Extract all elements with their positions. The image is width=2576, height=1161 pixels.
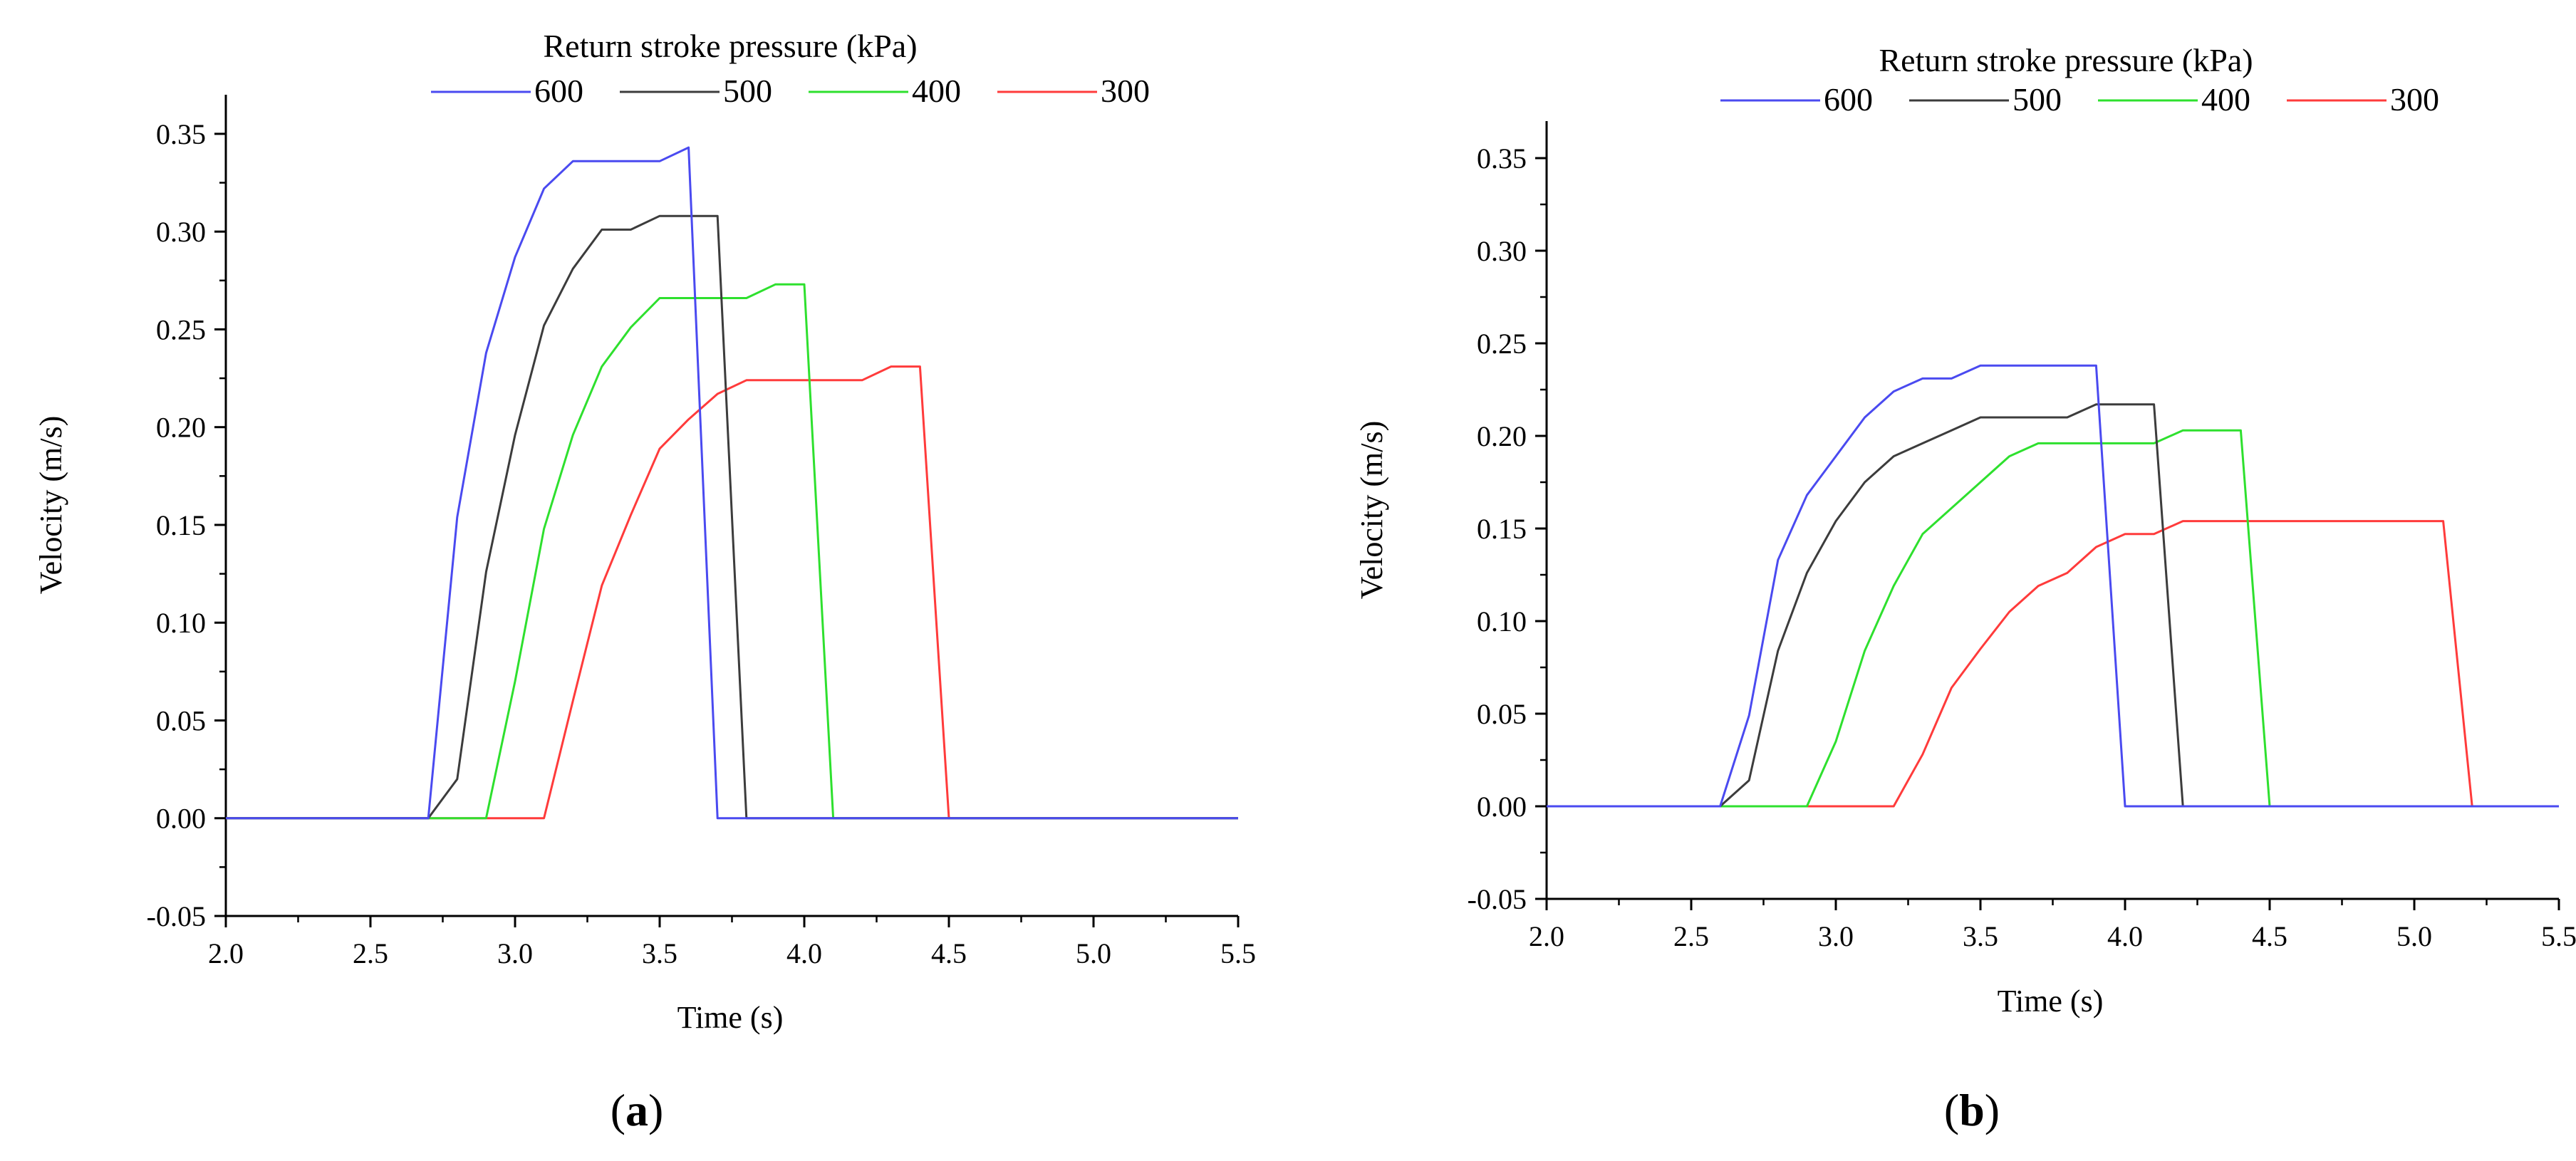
y-tick-label: 0.00 (156, 803, 206, 835)
y-tick-label: 0.15 (1477, 513, 1527, 545)
y-tick-label: 0.20 (1477, 420, 1527, 452)
panel-label: (a) (611, 1085, 664, 1135)
y-tick-label: 0.25 (156, 313, 206, 345)
y-tick-label: 0.20 (156, 412, 206, 444)
legend: 600 500 400 300 (1720, 81, 2439, 118)
series-line-300 (226, 365, 1238, 820)
legend-title: Return stroke pressure (kPa) (1879, 42, 2253, 78)
y-tick-label: 0.05 (1477, 698, 1527, 730)
legend-label-500: 500 (723, 73, 772, 109)
x-tick-label: 3.5 (642, 937, 677, 969)
legend-label-400: 400 (2201, 81, 2250, 118)
series-line-500 (226, 214, 1238, 820)
x-tick-label: 4.0 (2107, 920, 2143, 952)
y-axis-title: Velocity (m/s) (1354, 421, 1389, 600)
x-tick-label: 3.0 (1818, 920, 1854, 952)
legend: 600 500 400 300 (431, 73, 1150, 109)
legend-label-300: 300 (1101, 73, 1150, 109)
x-tick-label: 2.0 (1529, 920, 1564, 952)
x-tick-label: 3.0 (497, 937, 533, 969)
series-line-400 (1547, 429, 2559, 808)
y-tick-label: -0.05 (1468, 883, 1527, 915)
panel-letter: a (625, 1085, 648, 1135)
legend-label-500: 500 (2012, 81, 2062, 118)
legend-label-400: 400 (912, 73, 961, 109)
y-tick-label: 0.05 (156, 704, 206, 736)
x-tick-label: 5.5 (2541, 920, 2576, 952)
x-tick-label: 2.5 (353, 937, 388, 969)
legend-label-600: 600 (534, 73, 583, 109)
series-line-400 (226, 283, 1238, 820)
series-line-600 (1547, 364, 2559, 808)
panel-letter: b (1959, 1085, 1985, 1135)
x-tick-label: 4.0 (786, 937, 822, 969)
y-tick-label: 0.30 (1477, 235, 1527, 267)
legend-label-300: 300 (2390, 81, 2439, 118)
series-line-500 (1547, 403, 2559, 808)
x-axis-title: Time (s) (1998, 984, 2104, 1019)
y-tick-label: 0.35 (1477, 142, 1527, 175)
x-tick-label: 3.5 (1963, 920, 1998, 952)
panel-label: (b) (1944, 1085, 2000, 1135)
y-tick-label: 0.25 (1477, 328, 1527, 360)
x-tick-label: 2.5 (1673, 920, 1709, 952)
y-tick-label: 0.35 (156, 118, 206, 150)
x-axis-title: Time (s) (677, 1000, 784, 1035)
x-tick-label: 4.5 (2252, 920, 2287, 952)
series-line-300 (1547, 520, 2559, 808)
chart-panel-a: Return stroke pressure (kPa) 600 500 400 30… (33, 28, 1256, 1135)
y-tick-label: 0.10 (156, 607, 206, 639)
x-tick-label: 2.0 (208, 937, 244, 969)
x-tick-label: 5.0 (1076, 937, 1111, 969)
y-axis-title: Velocity (m/s) (33, 416, 68, 595)
y-tick-label: -0.05 (147, 900, 206, 932)
x-tick-label: 5.0 (2396, 920, 2432, 952)
y-tick-label: 0.00 (1477, 791, 1527, 823)
y-tick-label: 0.15 (156, 509, 206, 541)
y-tick-label: 0.30 (156, 216, 206, 248)
series-line-600 (226, 146, 1238, 820)
chart-panel-b: Return stroke pressure (kPa) 600 500 400 30… (1354, 42, 2576, 1135)
x-tick-label: 5.5 (1220, 937, 1256, 969)
plot-area: 2.0 2.5 3.0 3.5 4.0 4.5 5.0 5.5 -0.05 0.00 0.05 0.1… (147, 95, 1256, 969)
legend-title: Return stroke pressure (kPa) (543, 28, 917, 64)
x-tick-label: 4.5 (931, 937, 967, 969)
legend-label-600: 600 (1824, 81, 1873, 118)
plot-area: 2.0 2.5 3.0 3.5 4.0 4.5 5.0 5.5 -0.05 0.00 0.05 0.1… (1468, 121, 2576, 952)
y-tick-label: 0.10 (1477, 605, 1527, 637)
